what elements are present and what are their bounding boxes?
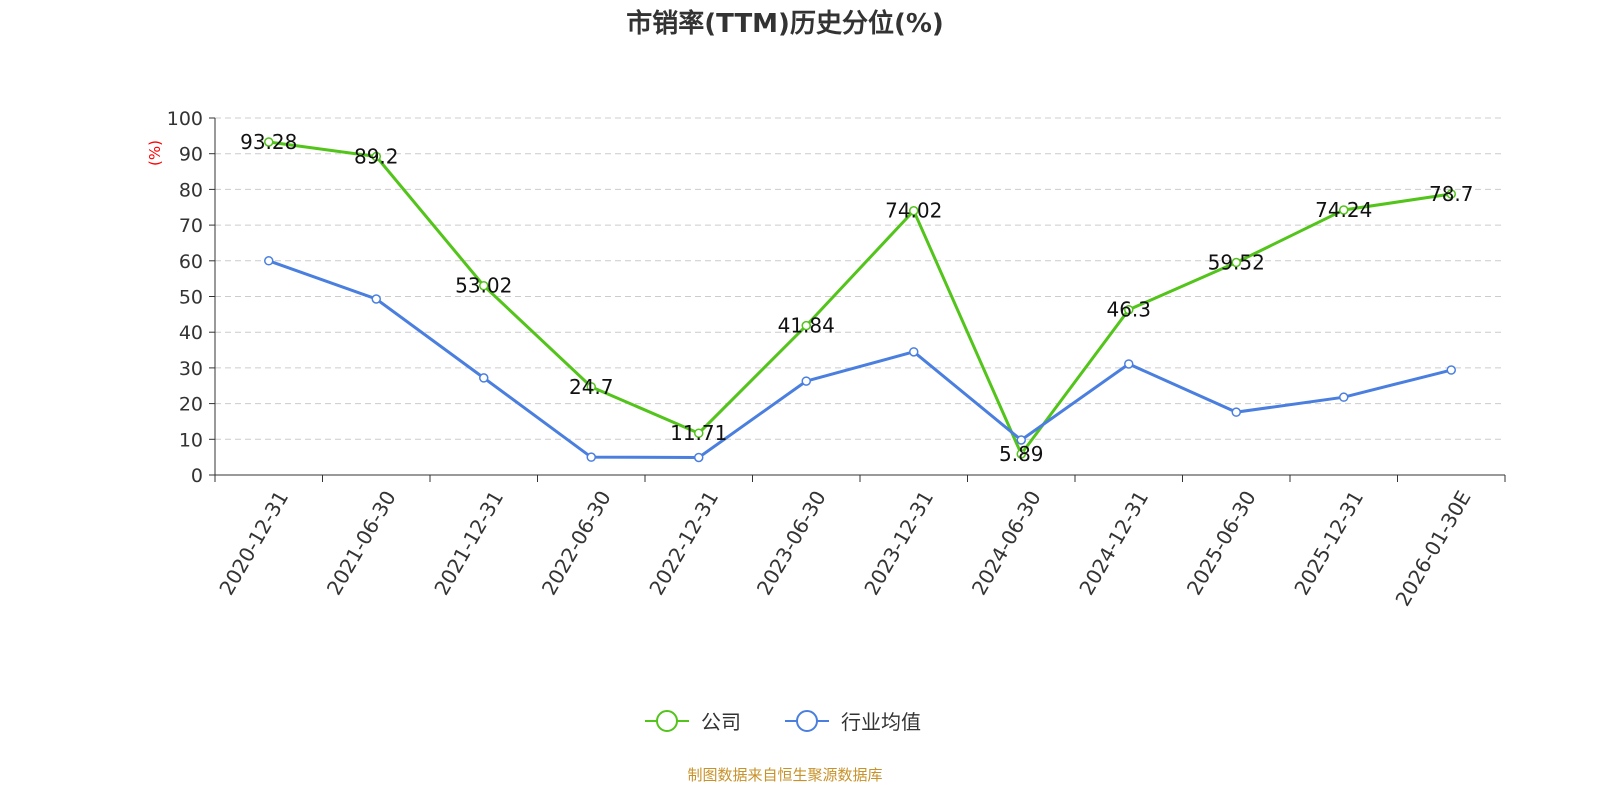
data-point bbox=[1231, 257, 1241, 268]
data-label: 78.7 bbox=[1429, 182, 1474, 206]
y-axis-label: (%) bbox=[146, 140, 164, 166]
y-tick-label: 60 bbox=[179, 251, 203, 273]
data-point bbox=[1016, 435, 1026, 445]
y-tick-label: 90 bbox=[179, 144, 203, 166]
data-point bbox=[1339, 392, 1349, 402]
data-label: 74.02 bbox=[885, 199, 942, 223]
legend-label: 行业均值 bbox=[841, 710, 921, 734]
x-tick-label: 2025-12-31 bbox=[1289, 487, 1368, 600]
data-point bbox=[1339, 205, 1349, 215]
data-point bbox=[1124, 359, 1134, 369]
data-point bbox=[371, 294, 381, 304]
legend-marker bbox=[796, 710, 818, 732]
y-tick-label: 10 bbox=[179, 429, 203, 451]
data-point bbox=[1446, 365, 1456, 375]
data-label: 53.02 bbox=[455, 274, 512, 298]
data-point bbox=[479, 373, 489, 383]
data-label: 74.24 bbox=[1315, 198, 1372, 222]
x-tick-label: 2021-06-30 bbox=[322, 487, 401, 600]
x-tick-label: 2023-06-30 bbox=[752, 487, 831, 600]
x-tick-label: 2020-12-31 bbox=[214, 487, 293, 600]
x-tick-label: 2022-12-31 bbox=[644, 487, 723, 600]
data-label: 11.71 bbox=[670, 421, 727, 445]
y-tick-label: 40 bbox=[179, 322, 203, 344]
x-tick-label: 2025-06-30 bbox=[1182, 487, 1261, 600]
y-tick-label: 100 bbox=[167, 108, 203, 130]
y-tick-label: 30 bbox=[179, 358, 203, 380]
data-label: 93.28 bbox=[240, 130, 297, 154]
series-line-0 bbox=[268, 140, 1452, 457]
data-point bbox=[1124, 304, 1134, 315]
data-label: 59.52 bbox=[1208, 251, 1265, 275]
data-point bbox=[694, 428, 704, 438]
legend-marker bbox=[656, 710, 678, 732]
data-label: 5.89 bbox=[999, 442, 1044, 466]
legend: 公司 行业均值 bbox=[645, 710, 921, 734]
source-note: 制图数据来自恒生聚源数据库 bbox=[687, 766, 882, 784]
data-point bbox=[371, 151, 381, 162]
x-tick-label: 2024-06-30 bbox=[967, 487, 1046, 600]
data-point bbox=[694, 452, 704, 463]
data-point bbox=[586, 382, 596, 392]
data-label: 46.3 bbox=[1106, 298, 1151, 322]
y-tick-label: 0 bbox=[191, 465, 203, 487]
x-tick-label: 2024-12-31 bbox=[1074, 487, 1153, 600]
data-point bbox=[1446, 189, 1456, 199]
data-point bbox=[264, 137, 274, 147]
x-tick-label: 2022-06-30 bbox=[537, 487, 616, 600]
data-point bbox=[1231, 407, 1241, 417]
chart-title: 市销率(TTM)历史分位(%) bbox=[626, 8, 944, 39]
data-point bbox=[1016, 449, 1026, 459]
data-point bbox=[909, 347, 919, 357]
y-tick-label: 50 bbox=[179, 287, 203, 309]
x-tick-label: 2023-12-31 bbox=[859, 487, 938, 600]
y-tick-label: 70 bbox=[179, 215, 203, 237]
data-label: 41.84 bbox=[778, 314, 835, 338]
x-tick-label: 2026-01-30E bbox=[1390, 487, 1475, 611]
data-label: 24.7 bbox=[569, 375, 614, 399]
data-label: 89.2 bbox=[354, 145, 399, 169]
data-point bbox=[801, 320, 811, 331]
y-tick-label: 80 bbox=[179, 179, 203, 201]
data-point bbox=[479, 280, 489, 291]
x-tick-label: 2021-12-31 bbox=[429, 487, 508, 600]
data-point bbox=[801, 376, 811, 386]
data-point bbox=[264, 256, 274, 266]
data-point bbox=[586, 452, 596, 462]
legend-label: 公司 bbox=[701, 710, 741, 734]
data-point bbox=[909, 205, 919, 216]
y-tick-label: 20 bbox=[179, 394, 203, 416]
series-line-1 bbox=[268, 259, 1452, 460]
